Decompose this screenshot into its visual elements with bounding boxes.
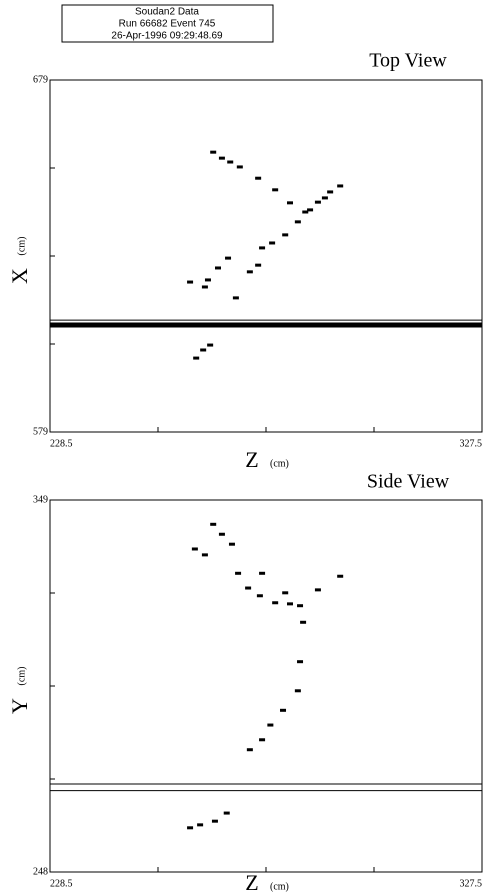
hit [287,201,293,204]
hit [219,533,225,536]
hit [269,241,275,244]
hit [205,278,211,281]
hit [297,604,303,607]
hit [272,188,278,191]
hit [315,201,321,204]
hit [267,724,273,727]
hit [202,285,208,288]
y-axis-label: X [7,268,32,284]
hit [224,812,230,815]
hit [235,572,241,575]
hit [322,196,328,199]
hit [219,157,225,160]
hit [300,621,306,624]
hit [272,601,278,604]
hit [295,689,301,692]
hit [187,281,193,284]
hit [257,594,263,597]
hit [212,820,218,823]
hit [237,165,243,168]
hit [255,264,261,267]
header-line: Run 66682 Event 745 [119,19,216,30]
plot-frame [50,80,482,432]
hit [187,826,193,829]
hit [225,257,231,260]
y-axis-label: Y [7,698,32,714]
hit [247,270,253,273]
x-axis-label: Z [245,447,258,472]
hit [197,823,203,826]
y-tick-label: 349 [33,494,48,505]
y-tick-label: 679 [33,74,48,85]
y-tick-label: 579 [33,426,48,437]
hit [207,344,213,347]
hit [307,208,313,211]
chart-title: Top View [369,50,447,72]
plot-frame [50,500,482,872]
hit [259,572,265,575]
x-axis-unit: (cm) [270,458,289,469]
x-tick-label: 228.5 [50,878,73,889]
hit [255,177,261,180]
hit [280,709,286,712]
hit [282,233,288,236]
y-tick-label: 248 [33,866,48,877]
hit [202,553,208,556]
x-tick-label: 327.5 [460,878,483,889]
x-tick-label: 327.5 [460,438,483,449]
hit [295,220,301,223]
hit [215,266,221,269]
x-axis-unit: (cm) [270,881,289,892]
hit [337,184,343,187]
x-axis-label: Z [245,870,258,893]
hit [297,660,303,663]
hit [245,587,251,590]
hit [259,738,265,741]
hit [327,190,333,193]
hit [247,748,253,751]
chart-title: Side View [367,471,450,493]
hit [229,543,235,546]
hit [200,348,206,351]
hit [210,151,216,154]
hit [193,357,199,360]
hit [192,547,198,550]
hit [233,296,239,299]
header-line: Soudan2 Data [135,7,199,18]
y-axis-unit: (cm) [16,237,27,256]
event-display: Soudan2 Data Run 66682 Event 745 26-Apr-… [0,0,495,893]
hit [287,602,293,605]
hit [227,161,233,164]
hit [337,575,343,578]
header-line: 26-Apr-1996 09:29:48.69 [111,31,223,42]
x-tick-label: 228.5 [50,438,73,449]
hit [259,246,265,249]
hit [315,588,321,591]
y-axis-unit: (cm) [16,667,27,686]
hit [210,523,216,526]
hit [282,591,288,594]
